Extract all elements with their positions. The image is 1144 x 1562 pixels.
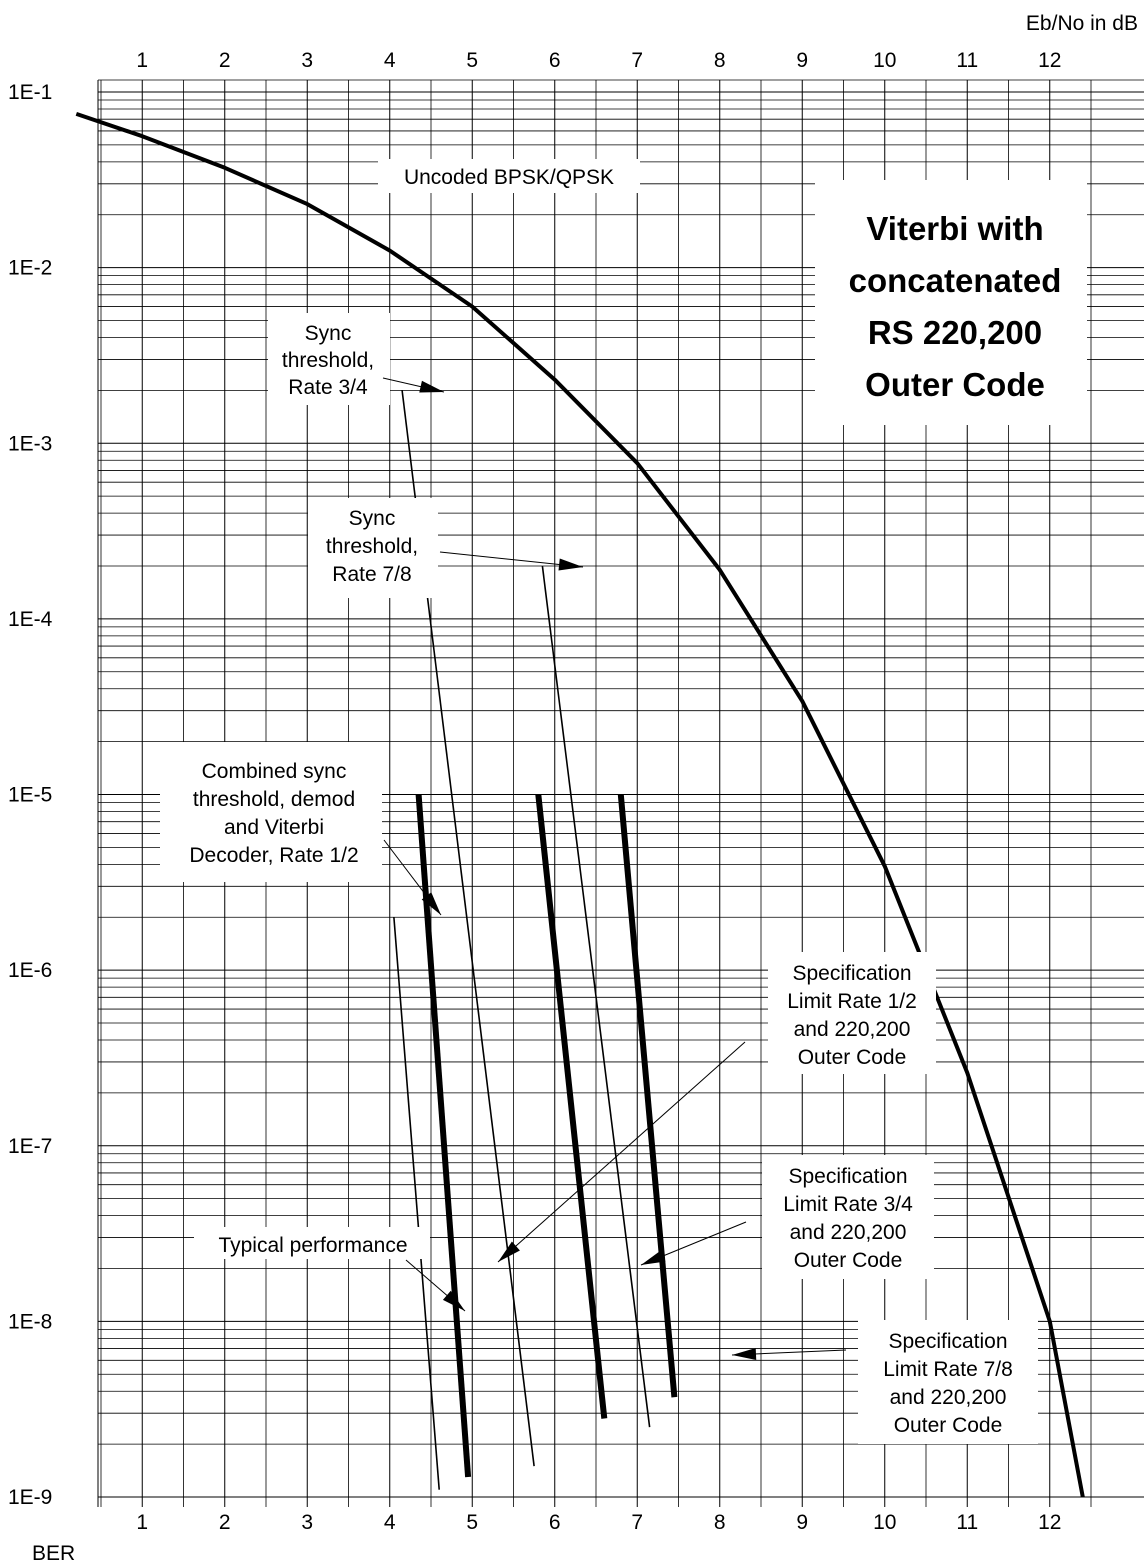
annotation-text-spec78: Outer Code (894, 1414, 1003, 1437)
x-tick-label-top: 5 (466, 49, 478, 72)
annotation-box-uncoded (378, 159, 640, 193)
annotation-text-sync34: Rate 3/4 (288, 376, 368, 399)
x-tick-label-top: 11 (956, 49, 978, 72)
annotation-box-sync78 (308, 498, 438, 598)
annotation-text-sync78: threshold, (326, 535, 418, 558)
x-tick-label-top: 9 (796, 49, 808, 72)
x-tick-label-bottom: 12 (1038, 1511, 1061, 1534)
annotation-text-spec34: Limit Rate 3/4 (783, 1193, 913, 1216)
annotation-box-combined (160, 742, 382, 882)
annotation-text-sync78: Rate 7/8 (332, 563, 411, 586)
y-tick-label: 1E-5 (8, 784, 52, 807)
x-tick-label-bottom: 11 (956, 1511, 978, 1534)
x-tick-label-top: 10 (873, 49, 896, 72)
chart-labels: 1122334455667788991010111112121E-11E-21E… (8, 12, 1138, 1562)
x-tick-label-top: 12 (1038, 49, 1061, 72)
annotation-text-spec12: Outer Code (798, 1046, 907, 1069)
y-tick-label: 1E-7 (8, 1135, 52, 1158)
title-box-line: Viterbi with (866, 210, 1043, 247)
annotation-text-spec12: and 220,200 (794, 1018, 911, 1041)
arrow-spec12 (497, 1041, 746, 1263)
arrow-sync78-head (558, 558, 583, 571)
annotation-text-typical: Typical performance (218, 1234, 407, 1257)
x-tick-label-bottom: 3 (301, 1511, 313, 1534)
chart-series (75, 112, 1085, 1498)
annotation-text-spec78: Specification (888, 1330, 1007, 1353)
x-tick-label-top: 6 (549, 49, 561, 72)
x-tick-label-bottom: 5 (466, 1511, 478, 1534)
title-box-line: Outer Code (865, 366, 1045, 403)
annotation-box-spec78 (858, 1320, 1038, 1444)
y-axis-label: BER (32, 1542, 75, 1562)
x-tick-label-bottom: 6 (549, 1511, 561, 1534)
x-tick-label-top: 8 (714, 49, 726, 72)
y-tick-label: 1E-4 (8, 608, 53, 631)
annotation-text-combined: Decoder, Rate 1/2 (189, 844, 358, 867)
series-line-6 (617, 794, 678, 1398)
x-tick-label-bottom: 8 (714, 1511, 726, 1534)
x-tick-label-bottom: 2 (219, 1511, 231, 1534)
y-tick-label: 1E-1 (8, 81, 52, 104)
arrow-spec78-head (732, 1347, 757, 1360)
annotation-text-combined: and Viterbi (224, 816, 324, 839)
arrow-spec34-head (641, 1250, 666, 1265)
series-line-5 (535, 794, 608, 1419)
annotation-text-spec34: and 220,200 (790, 1221, 907, 1244)
x-tick-label-top: 3 (301, 49, 313, 72)
x-tick-label-bottom: 10 (873, 1511, 896, 1534)
arrow-spec12-head (498, 1241, 520, 1262)
y-tick-label: 1E-2 (8, 257, 52, 280)
annotation-text-spec78: Limit Rate 7/8 (883, 1358, 1013, 1381)
title-box-line: RS 220,200 (868, 314, 1042, 351)
series-line-4 (415, 794, 472, 1478)
x-tick-label-bottom: 1 (136, 1511, 148, 1534)
y-tick-label: 1E-9 (8, 1486, 52, 1509)
title-box-bg (815, 180, 1087, 425)
x-tick-label-bottom: 7 (631, 1511, 643, 1534)
annotation-text-combined: Combined sync (202, 760, 347, 783)
arrow-typical-head (442, 1290, 465, 1311)
x-axis-label: Eb/No in dB (1026, 12, 1138, 35)
annotation-text-spec78: and 220,200 (890, 1386, 1007, 1409)
annotation-text-uncoded: Uncoded BPSK/QPSK (404, 166, 614, 189)
x-tick-label-bottom: 4 (384, 1511, 396, 1534)
annotation-box-sync34 (268, 313, 390, 405)
annotation-box-spec34 (762, 1155, 934, 1279)
annotation-text-spec34: Outer Code (794, 1249, 903, 1272)
annotation-box-spec12 (768, 952, 936, 1074)
title-box-line: concatenated (849, 262, 1062, 299)
series-line-0 (75, 112, 1085, 1498)
annotation-text-sync34: Sync (305, 322, 352, 345)
series-line-3 (393, 917, 440, 1490)
chart-annotations: Viterbi with concatenated RS 220,200 Outer … (160, 159, 1087, 1444)
y-tick-label: 1E-6 (8, 959, 52, 982)
x-tick-label-top: 4 (384, 49, 396, 72)
x-tick-label-top: 1 (136, 49, 148, 72)
annotation-text-spec12: Limit Rate 1/2 (787, 990, 917, 1013)
annotation-text-combined: threshold, demod (193, 788, 355, 811)
annotation-text-sync78: Sync (349, 507, 396, 530)
x-tick-label-bottom: 9 (796, 1511, 808, 1534)
annotation-text-sync34: threshold, (282, 349, 374, 372)
x-tick-label-top: 7 (631, 49, 643, 72)
arrow-sync34-head (419, 380, 444, 393)
series-line-2 (541, 565, 651, 1428)
x-tick-label-top: 2 (219, 49, 231, 72)
y-tick-label: 1E-8 (8, 1310, 52, 1333)
annotation-box-typical (194, 1227, 430, 1259)
annotation-text-spec34: Specification (788, 1165, 907, 1188)
y-tick-label: 1E-3 (8, 432, 52, 455)
annotation-text-spec12: Specification (792, 962, 911, 985)
arrow-combined-head (421, 892, 441, 915)
